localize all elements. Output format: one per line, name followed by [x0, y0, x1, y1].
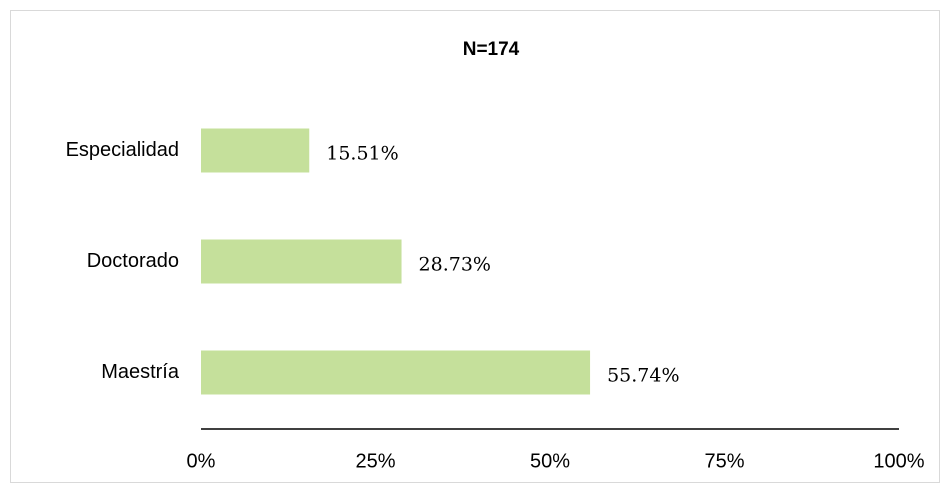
x-tick-label: 100%: [873, 450, 924, 472]
y-tick-label: Maestría: [101, 361, 180, 383]
x-tick-label: 75%: [704, 450, 744, 472]
x-tick-label: 25%: [355, 450, 395, 472]
chart-title: N=174: [463, 39, 520, 60]
bar: [201, 128, 310, 173]
y-tick-label: Especialidad: [66, 139, 179, 161]
chart-border: [10, 10, 940, 483]
data-label: 55.74%: [607, 365, 679, 387]
bar: [201, 350, 591, 395]
x-tick-label: 0%: [187, 450, 216, 472]
data-label: 28.73%: [419, 254, 491, 276]
data-label: 15.51%: [326, 143, 398, 165]
bar: [201, 239, 402, 284]
x-tick-label: 50%: [530, 450, 570, 472]
y-tick-label: Doctorado: [87, 250, 179, 272]
